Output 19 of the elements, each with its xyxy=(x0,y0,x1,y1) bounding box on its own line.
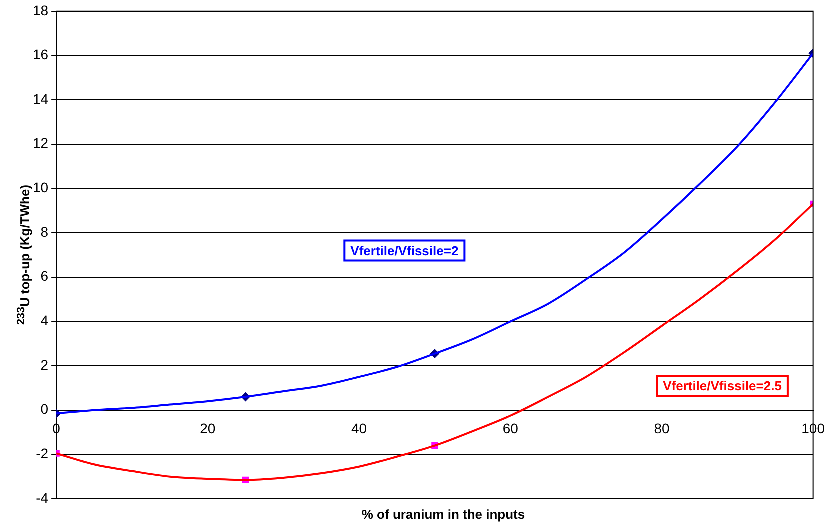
y-tick-label: 10 xyxy=(32,180,49,196)
y-tick-label: 8 xyxy=(40,224,49,240)
y-tick-label: 6 xyxy=(40,268,49,284)
y-tick-label: 16 xyxy=(32,46,49,63)
y-tick-label: 2 xyxy=(40,356,49,373)
x-tick-label: 80 xyxy=(654,420,670,437)
y-tick-label: 18 xyxy=(32,2,49,18)
text: Vfertile/Vfissile=2 xyxy=(350,243,459,258)
text: Vfertile/Vfissile=2.5 xyxy=(663,378,782,394)
x-tick-label: 40 xyxy=(351,420,368,437)
x-tick-label: 20 xyxy=(200,420,216,437)
y-tick-label: -2 xyxy=(36,446,49,462)
x-tick-label: 60 xyxy=(502,420,519,437)
x-axis-title: % of uranium in the inputs xyxy=(360,507,526,522)
y-tick-label: 0 xyxy=(40,401,49,418)
y-tick-label: -4 xyxy=(36,490,49,506)
y-tick-label: 14 xyxy=(32,90,49,107)
y-tick-label: 4 xyxy=(40,312,49,329)
y-tick-label: 12 xyxy=(32,135,49,152)
